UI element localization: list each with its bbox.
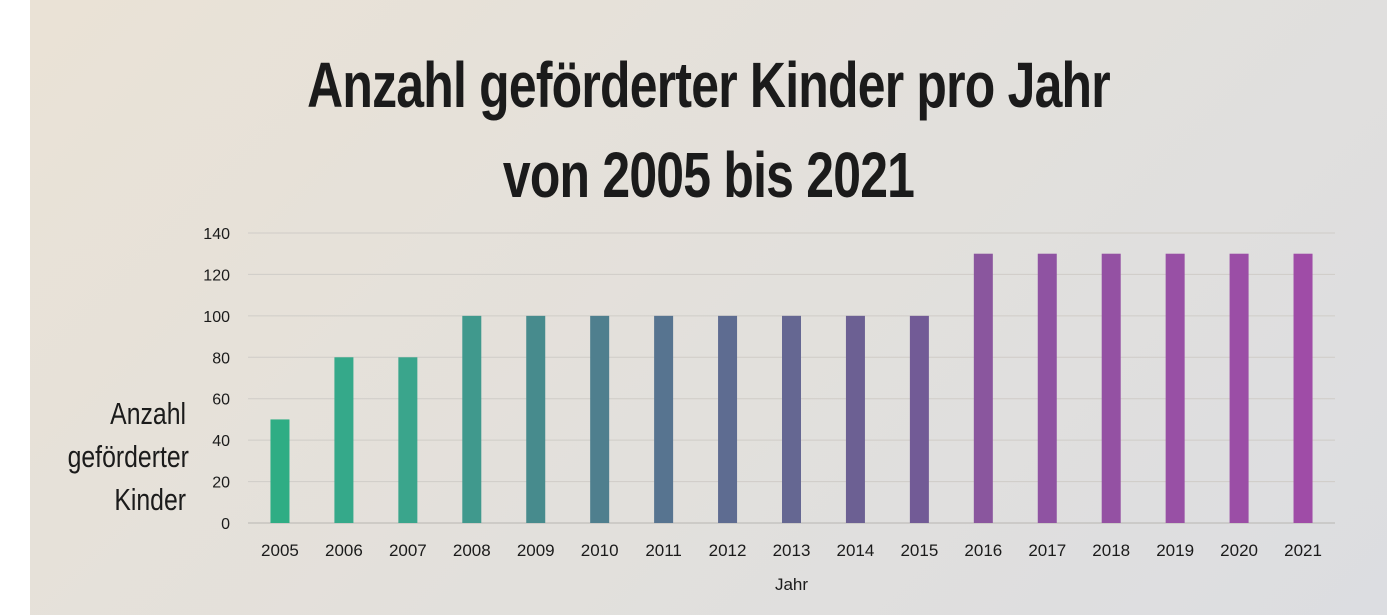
y-tick-label: 60 (212, 392, 230, 409)
bar-2009 (526, 315, 546, 523)
x-tick-label: 2011 (645, 541, 682, 560)
chart-title-line-2: von 2005 bis 2021 (502, 139, 915, 211)
bar-2021 (1293, 253, 1313, 523)
bars (270, 253, 1313, 523)
y-axis-label-line-2: geförderter (67, 439, 189, 474)
x-tick-label: 2019 (1156, 541, 1194, 560)
y-axis-label-line-1: Anzahl (110, 396, 186, 431)
y-tick-label: 80 (212, 350, 230, 367)
chart-title: Anzahl geförderter Kinder pro Jahr von 2… (179, 40, 1237, 220)
bar-2017 (1037, 253, 1057, 523)
bar-2016 (973, 253, 993, 523)
y-axis-label-line-3: Kinder (114, 482, 186, 517)
x-tick-label: 2005 (261, 541, 299, 560)
chart-title-line-1: Anzahl geförderter Kinder pro Jahr (307, 49, 1111, 121)
bar-2011 (654, 315, 674, 523)
y-tick-label: 140 (203, 226, 230, 243)
x-tick-label: 2008 (453, 541, 491, 560)
chart-background (30, 0, 1387, 615)
y-axis-ticks: 0 20 40 60 80 100 120 140 (203, 226, 230, 533)
bar-2018 (1101, 253, 1121, 523)
x-tick-label: 2020 (1220, 541, 1258, 560)
x-tick-label: 2021 (1284, 541, 1322, 560)
x-tick-label: 2012 (709, 541, 747, 560)
x-tick-label: 2007 (389, 541, 427, 560)
bar-2014 (845, 315, 865, 523)
bar-2020 (1229, 253, 1249, 523)
x-tick-label: 2018 (1092, 541, 1130, 560)
y-tick-label: 120 (203, 267, 230, 284)
y-tick-label: 100 (203, 309, 230, 326)
x-axis-label: Jahr (775, 575, 808, 594)
bar-2012 (718, 315, 738, 523)
x-tick-label: 2009 (517, 541, 555, 560)
bar-2006 (334, 357, 354, 523)
x-tick-label: 2010 (581, 541, 619, 560)
x-tick-label: 2013 (773, 541, 811, 560)
x-tick-label: 2006 (325, 541, 363, 560)
y-tick-label: 40 (212, 433, 230, 450)
x-tick-label: 2016 (964, 541, 1002, 560)
bar-2005 (270, 419, 290, 523)
bar-2013 (782, 315, 801, 523)
bar-2008 (462, 315, 482, 523)
x-axis-ticks: 2005 2006 2007 2008 2009 2010 2011 2012 2013 2014… (261, 541, 1322, 560)
bar-2010 (590, 315, 610, 523)
x-tick-label: 2017 (1028, 541, 1066, 560)
x-tick-label: 2015 (900, 541, 938, 560)
x-tick-label: 2014 (837, 541, 875, 560)
bar-2019 (1165, 253, 1185, 523)
y-tick-label: 20 (212, 475, 230, 492)
bar-2007 (398, 357, 418, 523)
y-tick-label: 0 (221, 516, 230, 533)
y-axis-label: Anzahl geförderter Kinder (67, 392, 189, 521)
bar-2015 (909, 315, 929, 523)
